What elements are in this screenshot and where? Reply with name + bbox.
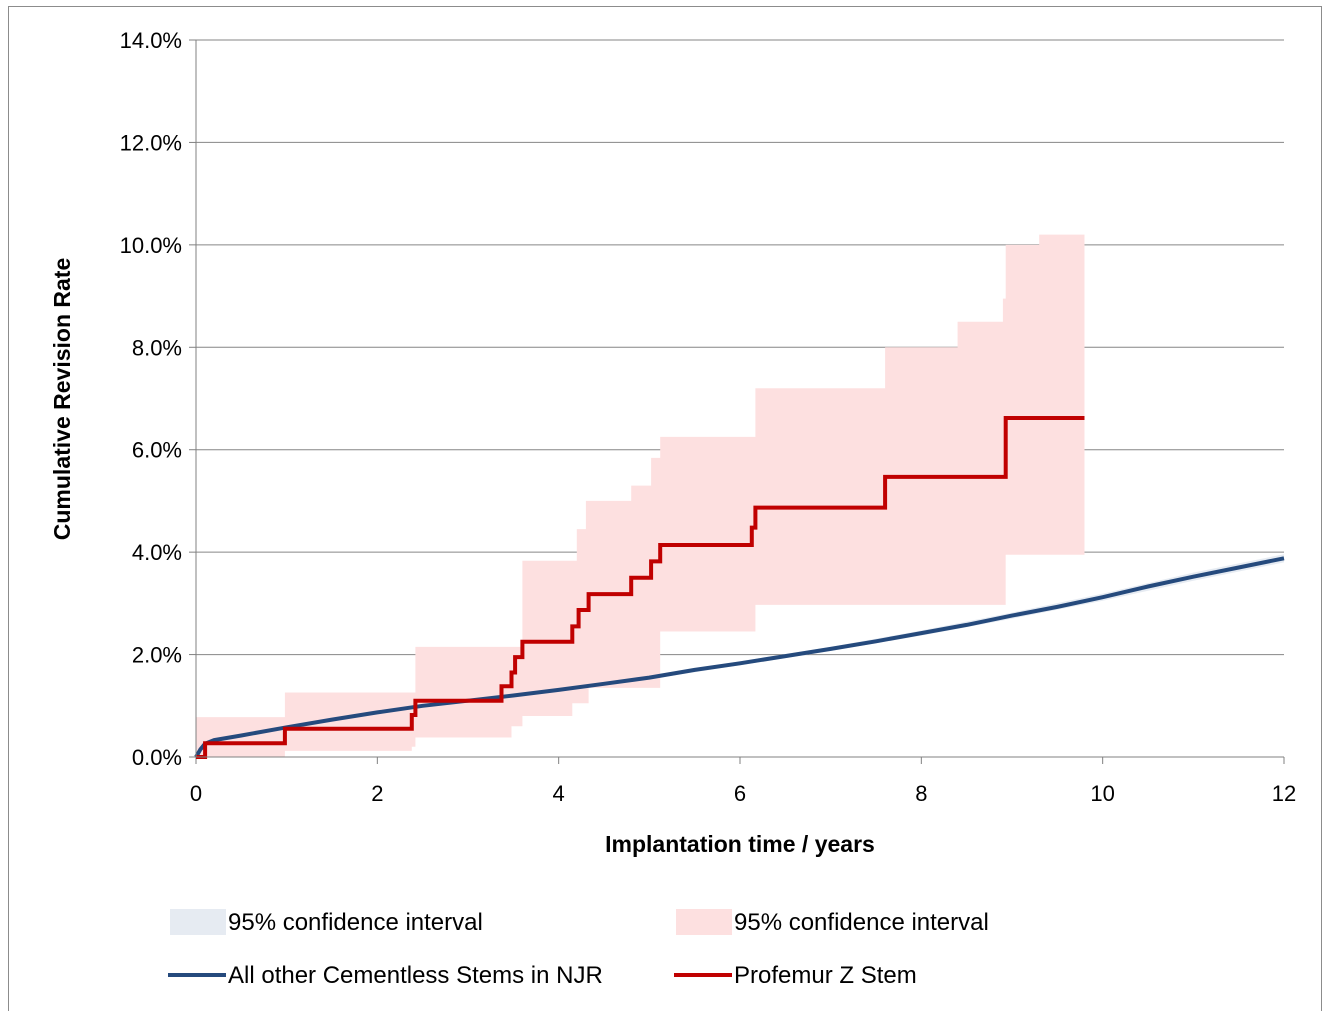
axes <box>195 40 1284 758</box>
y-tick-label: 2.0% <box>132 643 182 668</box>
series-line-profemur <box>196 416 1085 759</box>
legend-label-all-other: All other Cementless Stems in NJR <box>228 962 603 989</box>
confidence-bands <box>196 175 1284 757</box>
ci-band-profemur <box>196 175 1085 757</box>
series-line-all-other <box>194 556 1285 759</box>
x-tick-label: 0 <box>190 781 202 806</box>
y-tick-label: 0.0% <box>132 745 182 770</box>
x-axis-title: Implantation time / years <box>605 831 875 857</box>
y-axis-title: Cumulative Revision Rate <box>49 258 75 540</box>
legend-ci-label-profemur: 95% confidence interval <box>734 909 989 936</box>
legend-ci-label-all-other: 95% confidence interval <box>228 909 483 936</box>
y-tick-label: 6.0% <box>132 438 182 463</box>
y-tick-label: 10.0% <box>120 233 182 258</box>
legend-label-profemur: Profemur Z Stem <box>734 962 917 989</box>
chart-frame <box>8 6 1322 1011</box>
y-tick-label: 12.0% <box>120 130 182 155</box>
x-tick-label: 2 <box>371 781 383 806</box>
x-tick-label: 6 <box>734 781 746 806</box>
y-tick-label: 4.0% <box>132 540 182 565</box>
x-tick-label: 10 <box>1090 781 1114 806</box>
legend-ci-swatch-profemur <box>676 909 732 935</box>
legend-ci-swatch-all-other <box>170 909 226 935</box>
x-tick-labels: 0 2 4 6 8 10 12 <box>190 781 1296 806</box>
y-tick-labels: 0.0% 2.0% 4.0% 6.0% 8.0% 10.0% 12.0% 14.0% <box>120 28 182 770</box>
x-tick-label: 12 <box>1272 781 1296 806</box>
x-tick-label: 8 <box>915 781 927 806</box>
series-lines <box>194 416 1285 759</box>
gridlines <box>189 39 1285 764</box>
x-tick-label: 4 <box>553 781 565 806</box>
y-tick-label: 8.0% <box>132 335 182 360</box>
y-tick-label: 14.0% <box>120 28 182 53</box>
legend: 95% confidence interval 95% confidence i… <box>168 909 989 989</box>
